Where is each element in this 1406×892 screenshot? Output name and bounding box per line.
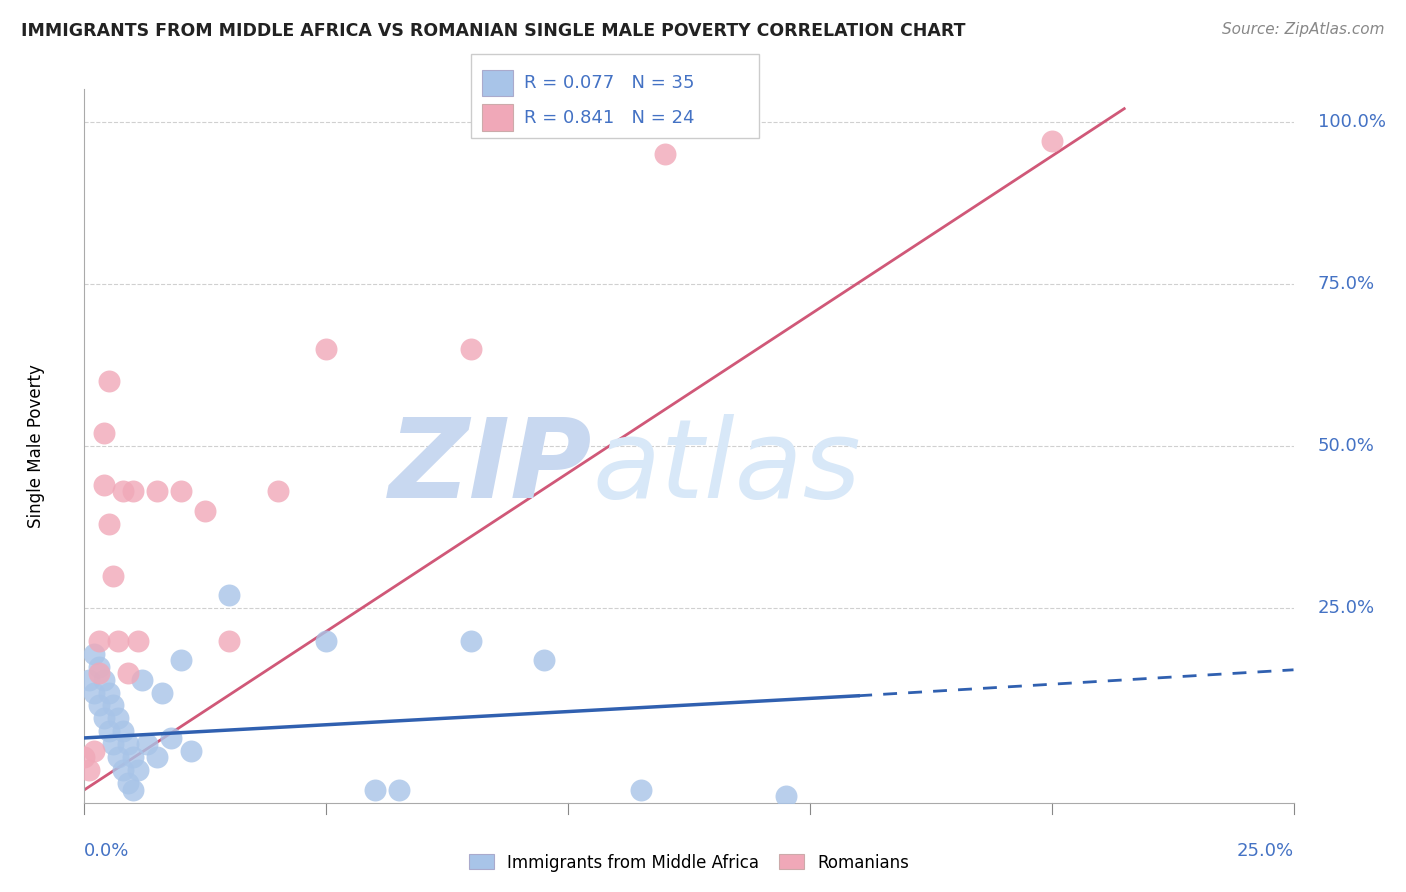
Point <box>127 764 149 778</box>
Text: atlas: atlas <box>592 414 860 521</box>
Point <box>93 673 115 687</box>
Text: 25.0%: 25.0% <box>1317 599 1375 617</box>
Point <box>160 731 183 745</box>
Point <box>103 738 125 752</box>
Point <box>112 724 135 739</box>
Point <box>363 782 385 797</box>
Text: R = 0.841   N = 24: R = 0.841 N = 24 <box>524 109 695 127</box>
Text: ZIP: ZIP <box>388 414 592 521</box>
Point <box>77 673 100 687</box>
Point <box>83 744 105 758</box>
Point <box>146 484 169 499</box>
Point <box>117 738 139 752</box>
Point <box>460 633 482 648</box>
Point <box>93 425 115 440</box>
Point <box>775 789 797 804</box>
Point <box>218 588 240 602</box>
Point <box>460 342 482 356</box>
Text: IMMIGRANTS FROM MIDDLE AFRICA VS ROMANIAN SINGLE MALE POVERTY CORRELATION CHART: IMMIGRANTS FROM MIDDLE AFRICA VS ROMANIA… <box>21 22 966 40</box>
Point <box>117 666 139 681</box>
Legend: Immigrants from Middle Africa, Romanians: Immigrants from Middle Africa, Romanians <box>464 848 914 877</box>
Point <box>136 738 159 752</box>
Point <box>97 374 120 388</box>
Point <box>170 653 193 667</box>
Point <box>146 750 169 764</box>
Point <box>117 776 139 790</box>
Point <box>112 764 135 778</box>
Text: Single Male Poverty: Single Male Poverty <box>27 364 45 528</box>
Point <box>127 633 149 648</box>
Point <box>97 724 120 739</box>
Point <box>121 782 143 797</box>
Point <box>388 782 411 797</box>
Point <box>87 633 110 648</box>
Point <box>87 698 110 713</box>
Point <box>654 147 676 161</box>
Point <box>533 653 555 667</box>
Point <box>1040 134 1063 148</box>
Point <box>267 484 290 499</box>
Point <box>107 750 129 764</box>
Point <box>218 633 240 648</box>
Point <box>87 659 110 673</box>
Text: Source: ZipAtlas.com: Source: ZipAtlas.com <box>1222 22 1385 37</box>
Text: 50.0%: 50.0% <box>1317 437 1375 455</box>
Point <box>77 764 100 778</box>
Point <box>121 484 143 499</box>
Point <box>97 685 120 699</box>
Point <box>180 744 202 758</box>
Point <box>170 484 193 499</box>
Point <box>97 516 120 531</box>
Text: 75.0%: 75.0% <box>1317 275 1375 293</box>
Point <box>107 633 129 648</box>
Text: 25.0%: 25.0% <box>1236 842 1294 860</box>
Point <box>103 568 125 582</box>
Point <box>83 647 105 661</box>
Text: R = 0.077   N = 35: R = 0.077 N = 35 <box>524 74 695 92</box>
Point <box>87 666 110 681</box>
Text: 0.0%: 0.0% <box>84 842 129 860</box>
Point <box>131 673 153 687</box>
Point <box>93 478 115 492</box>
Point <box>73 750 96 764</box>
Point <box>93 711 115 725</box>
Point <box>315 633 337 648</box>
Point <box>103 698 125 713</box>
Point <box>121 750 143 764</box>
Point <box>630 782 652 797</box>
Point <box>194 504 217 518</box>
Point <box>83 685 105 699</box>
Point <box>112 484 135 499</box>
Point <box>150 685 173 699</box>
Text: 100.0%: 100.0% <box>1317 112 1386 130</box>
Point <box>107 711 129 725</box>
Point <box>315 342 337 356</box>
